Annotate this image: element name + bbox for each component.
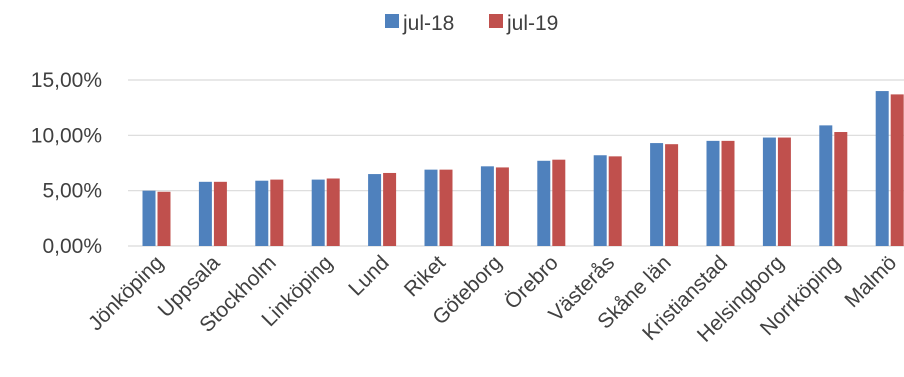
bar-jul-18 bbox=[650, 143, 664, 246]
bar-jul-18 bbox=[819, 125, 833, 246]
bar-jul-19 bbox=[213, 181, 227, 246]
bar-jul-19 bbox=[326, 178, 340, 246]
legend-swatch bbox=[489, 14, 503, 28]
x-tick-label: Lund bbox=[344, 251, 393, 300]
bar-jul-18 bbox=[142, 190, 156, 246]
legend-label: jul-18 bbox=[402, 12, 454, 35]
bar-jul-18 bbox=[424, 169, 438, 246]
bar-jul-19 bbox=[552, 159, 566, 246]
bar-jul-19 bbox=[608, 156, 622, 246]
legend-swatch bbox=[385, 14, 399, 28]
bar-jul-18 bbox=[762, 137, 776, 246]
legend-label: jul-19 bbox=[506, 12, 558, 35]
y-axis-tick-labels: 0,00% 5,00% 10,00% 15,00% bbox=[31, 69, 102, 258]
bar-jul-19 bbox=[157, 191, 171, 246]
legend: jul-18 jul-19 bbox=[385, 12, 558, 35]
bar-jul-19 bbox=[721, 140, 735, 246]
bar-jul-18 bbox=[311, 179, 325, 246]
y-tick-label: 15,00% bbox=[31, 69, 102, 92]
bar-jul-19 bbox=[439, 169, 453, 246]
y-tick-label: 0,00% bbox=[42, 235, 102, 258]
bar-jul-18 bbox=[368, 174, 382, 246]
bar-jul-19 bbox=[834, 132, 848, 246]
x-tick-label: Riket bbox=[400, 251, 450, 301]
bar-jul-18 bbox=[537, 160, 551, 246]
bar-jul-19 bbox=[777, 137, 791, 246]
bar-jul-18 bbox=[198, 181, 212, 246]
x-tick-label: Jönköping bbox=[84, 251, 168, 335]
bar-jul-18 bbox=[480, 166, 494, 246]
x-tick-label: Malmö bbox=[840, 251, 901, 312]
y-tick-label: 10,00% bbox=[31, 124, 102, 147]
bars bbox=[142, 91, 904, 247]
bar-jul-19 bbox=[495, 167, 509, 246]
bar-jul-18 bbox=[255, 180, 269, 246]
bar-jul-19 bbox=[270, 179, 284, 246]
y-tick-label: 5,00% bbox=[42, 180, 102, 203]
bar-jul-18 bbox=[875, 91, 889, 246]
bar-jul-19 bbox=[383, 172, 397, 246]
bar-jul-18 bbox=[593, 155, 607, 246]
bar-jul-19 bbox=[665, 144, 679, 246]
bar-jul-18 bbox=[706, 140, 720, 246]
bar-jul-19 bbox=[890, 94, 904, 247]
